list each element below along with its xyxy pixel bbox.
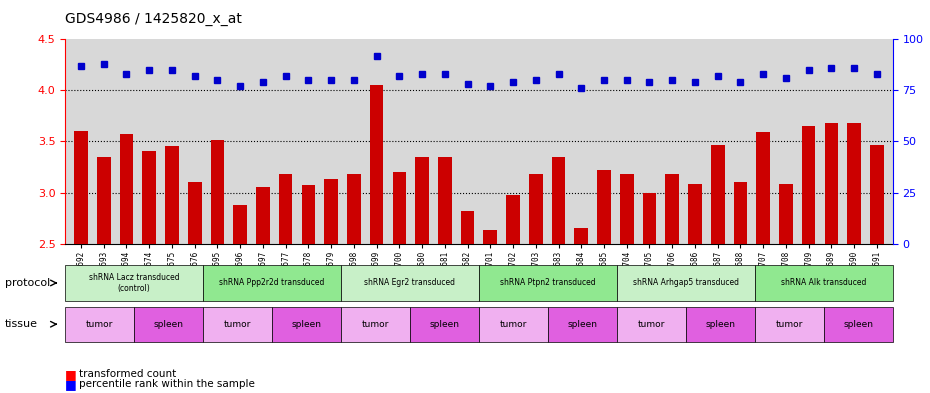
Bar	[870, 145, 883, 393]
Text: shRNA Alk transduced: shRNA Alk transduced	[781, 279, 867, 287]
Text: tumor: tumor	[499, 320, 527, 329]
Bar	[506, 195, 520, 393]
Bar	[74, 131, 87, 393]
Bar	[688, 184, 702, 393]
Text: protocol: protocol	[5, 278, 50, 288]
Text: GDS4986 / 1425820_x_at: GDS4986 / 1425820_x_at	[65, 12, 242, 26]
Text: spleen: spleen	[430, 320, 459, 329]
Bar	[529, 174, 542, 393]
Bar	[460, 211, 474, 393]
Text: shRNA Egr2 transduced: shRNA Egr2 transduced	[365, 279, 456, 287]
Bar	[347, 174, 361, 393]
Text: spleen: spleen	[567, 320, 597, 329]
Bar	[779, 184, 792, 393]
Bar	[210, 140, 224, 393]
Text: tumor: tumor	[362, 320, 389, 329]
Text: shRNA Ppp2r2d transduced: shRNA Ppp2r2d transduced	[219, 279, 325, 287]
Bar	[711, 145, 724, 393]
Text: tumor: tumor	[224, 320, 251, 329]
Bar	[142, 151, 156, 393]
Bar	[166, 145, 179, 393]
Text: spleen: spleen	[844, 320, 873, 329]
Text: tumor: tumor	[776, 320, 803, 329]
Bar	[301, 185, 315, 393]
Text: shRNA Arhgap5 transduced: shRNA Arhgap5 transduced	[633, 279, 738, 287]
Text: ■: ■	[65, 378, 77, 391]
Bar	[551, 157, 565, 393]
Bar	[233, 205, 247, 393]
Text: tumor: tumor	[86, 320, 113, 329]
Bar	[847, 123, 861, 393]
Bar	[734, 182, 748, 393]
Bar	[665, 174, 679, 393]
Text: tissue: tissue	[5, 319, 37, 329]
Bar	[279, 174, 293, 393]
Text: percentile rank within the sample: percentile rank within the sample	[79, 379, 255, 389]
Bar	[802, 126, 816, 393]
Text: ■: ■	[65, 367, 77, 381]
Bar	[370, 85, 383, 393]
Text: tumor: tumor	[638, 320, 665, 329]
Bar	[825, 123, 838, 393]
Text: spleen: spleen	[705, 320, 736, 329]
Bar	[325, 179, 338, 393]
Bar	[188, 182, 202, 393]
Bar	[392, 172, 406, 393]
Text: spleen: spleen	[153, 320, 183, 329]
Bar	[756, 132, 770, 393]
Bar	[575, 228, 588, 393]
Bar	[97, 157, 111, 393]
Bar	[620, 174, 633, 393]
Text: shRNA Ptpn2 transduced: shRNA Ptpn2 transduced	[500, 279, 596, 287]
Bar	[416, 157, 429, 393]
Text: spleen: spleen	[291, 320, 322, 329]
Text: shRNA Lacz transduced
(control): shRNA Lacz transduced (control)	[88, 273, 179, 293]
Bar	[120, 134, 133, 393]
Bar	[643, 193, 657, 393]
Text: transformed count: transformed count	[79, 369, 177, 379]
Bar	[438, 157, 452, 393]
Bar	[484, 230, 498, 393]
Bar	[597, 170, 611, 393]
Bar	[256, 187, 270, 393]
